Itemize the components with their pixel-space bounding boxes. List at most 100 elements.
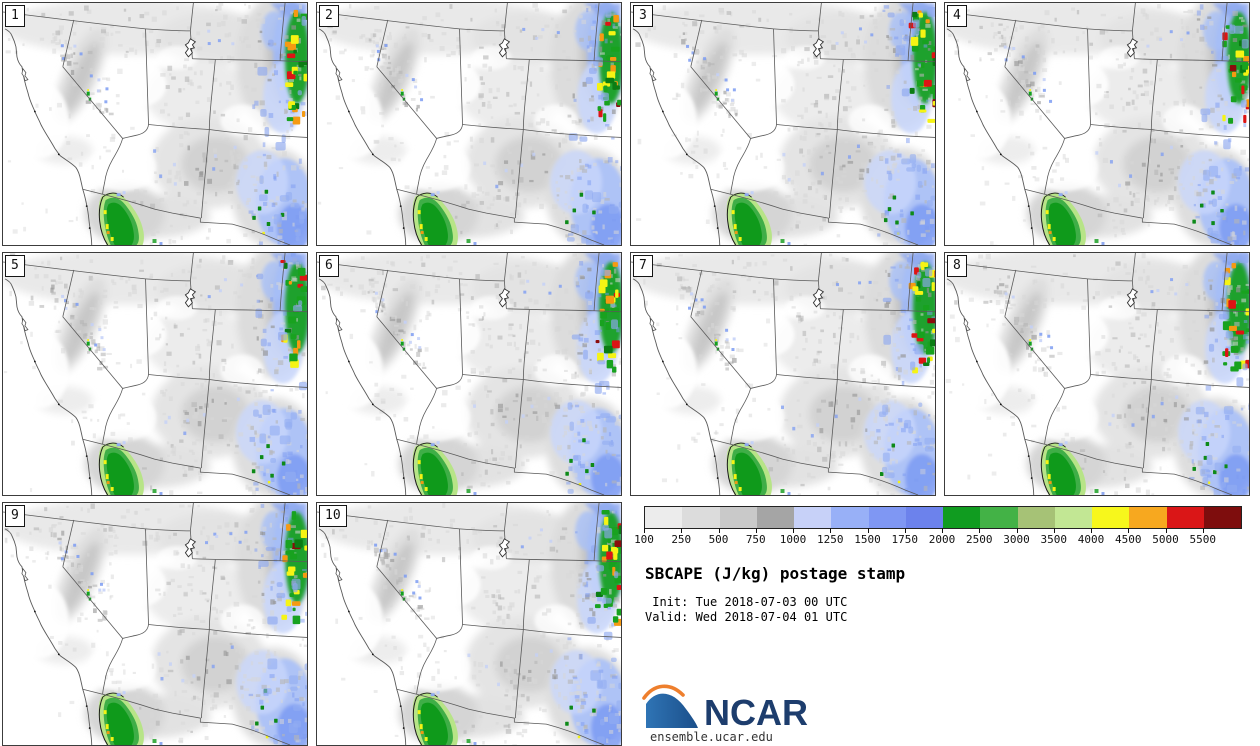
ensemble-member-panel: 6: [316, 252, 622, 496]
sf-bay-icon: [963, 67, 971, 82]
panel-number-badge: 1: [5, 5, 25, 28]
ncar-logo-blue-swoosh: [646, 693, 698, 728]
sf-bay-icon: [963, 317, 971, 332]
colorbar-segment: [943, 507, 981, 528]
colorbar-segment: [868, 507, 906, 528]
colorbar-tick: [1053, 528, 1055, 533]
coastline: [632, 278, 721, 495]
mexico-cape-blob: [726, 191, 791, 245]
cape-map: [3, 3, 307, 245]
ensemble-member-panel: 3: [630, 2, 936, 246]
mexico-cape-blob: [726, 441, 791, 495]
great-salt-lake-icon: [498, 538, 511, 558]
colorbar-segment: [905, 507, 943, 528]
colorbar-segment: [794, 507, 832, 528]
cape-map: [317, 503, 621, 745]
mexico-cape-blob: [412, 441, 477, 495]
ensemble-member-panel: 2: [316, 2, 622, 246]
colorbar-tick: [793, 528, 794, 533]
mexico-cape-blob: [98, 191, 163, 245]
colorbar-tick: [979, 528, 981, 533]
sf-bay-icon: [335, 567, 343, 582]
clear-air-holes: [640, 295, 893, 442]
ncar-wordmark: NCAR: [704, 692, 808, 730]
colorbar-segment: [831, 507, 869, 528]
colorbar-tick: [904, 528, 906, 533]
coast-marks: [33, 610, 91, 729]
panel-number-badge: 5: [5, 255, 25, 278]
ensemble-member-panel: 9: [2, 502, 308, 746]
great-salt-lake-icon: [184, 38, 197, 58]
coastline: [4, 278, 93, 495]
ensemble-member-panel: 8: [944, 252, 1250, 496]
coast-marks: [975, 110, 1033, 229]
colorbar-tick: [718, 528, 720, 533]
coast-marks: [661, 110, 719, 229]
great-salt-lake-icon: [184, 288, 197, 308]
colorbar-tick-label: 250: [671, 533, 692, 546]
cape-map: [631, 3, 935, 245]
great-salt-lake-icon: [1126, 288, 1139, 308]
colorbar-tick: [681, 528, 683, 533]
colorbar-tick-label: 500: [708, 533, 729, 546]
cape-map: [631, 253, 935, 495]
colorbar-tick: [830, 528, 832, 533]
cape-map: [317, 253, 621, 495]
cape-map: [945, 3, 1249, 245]
coastline: [4, 528, 93, 745]
state-borders: [3, 253, 307, 495]
colorbar-segment: [682, 507, 720, 528]
colorbar-segment: [1092, 507, 1130, 528]
colorbar-segment: [719, 507, 757, 528]
colorbar-tick: [1128, 528, 1130, 533]
great-salt-lake-icon: [1126, 38, 1139, 58]
colorbar-tick-label: 3500: [1040, 533, 1068, 546]
great-salt-lake-icon: [184, 538, 197, 558]
ensemble-member-panel: 10: [316, 502, 622, 746]
colorbar-tick-label: 1000: [779, 533, 807, 546]
cape-speckle: [4, 503, 307, 745]
sf-bay-icon: [21, 317, 29, 332]
cape-speckle: [321, 503, 621, 745]
coastline: [632, 28, 721, 245]
panel-number-badge: 3: [633, 5, 653, 28]
panel-number-badge: 7: [633, 255, 653, 278]
cape-map: [945, 253, 1249, 495]
convective-cells: [883, 6, 935, 235]
colorbar-segment: [1129, 507, 1167, 528]
convective-cells: [255, 511, 307, 745]
colorbar-segment: [980, 507, 1018, 528]
cape-speckle: [946, 3, 1249, 245]
panel-number-badge: 9: [5, 505, 25, 528]
ensemble-member-panel: 5: [2, 252, 308, 496]
coastline: [946, 28, 1035, 245]
cape-map: [317, 3, 621, 245]
mexico-cape-blob: [412, 191, 477, 245]
colorbar-tick-label: 750: [745, 533, 766, 546]
panel-number-badge: 10: [319, 505, 347, 528]
colorbar-tick-label: 1750: [891, 533, 919, 546]
colorbar-tick-label: 5500: [1189, 533, 1217, 546]
sf-bay-icon: [21, 67, 29, 82]
convective-cells: [251, 255, 307, 484]
coast-marks: [975, 360, 1033, 479]
panel-number-badge: 4: [947, 5, 967, 28]
colorbar-ticks: [644, 528, 1240, 533]
cape-map: [3, 253, 307, 495]
colorbar-tick: [1091, 528, 1092, 533]
mexico-cape-blob: [1040, 191, 1105, 245]
panel-number-badge: 2: [319, 5, 339, 28]
ncar-logo-orange-arc: [642, 684, 685, 700]
colorbar-tick-label: 2500: [966, 533, 993, 546]
great-salt-lake-icon: [812, 288, 825, 308]
coast-marks: [347, 110, 405, 229]
clear-air-holes: [954, 295, 1207, 442]
state-borders: [945, 253, 1249, 495]
state-borders: [317, 503, 621, 745]
ensemble-member-panel: 1: [2, 2, 308, 246]
mexico-cape-blob: [1040, 441, 1105, 495]
clear-air-holes: [326, 545, 579, 692]
colorbar-segment: [645, 507, 683, 528]
convective-cells: [1192, 253, 1249, 495]
